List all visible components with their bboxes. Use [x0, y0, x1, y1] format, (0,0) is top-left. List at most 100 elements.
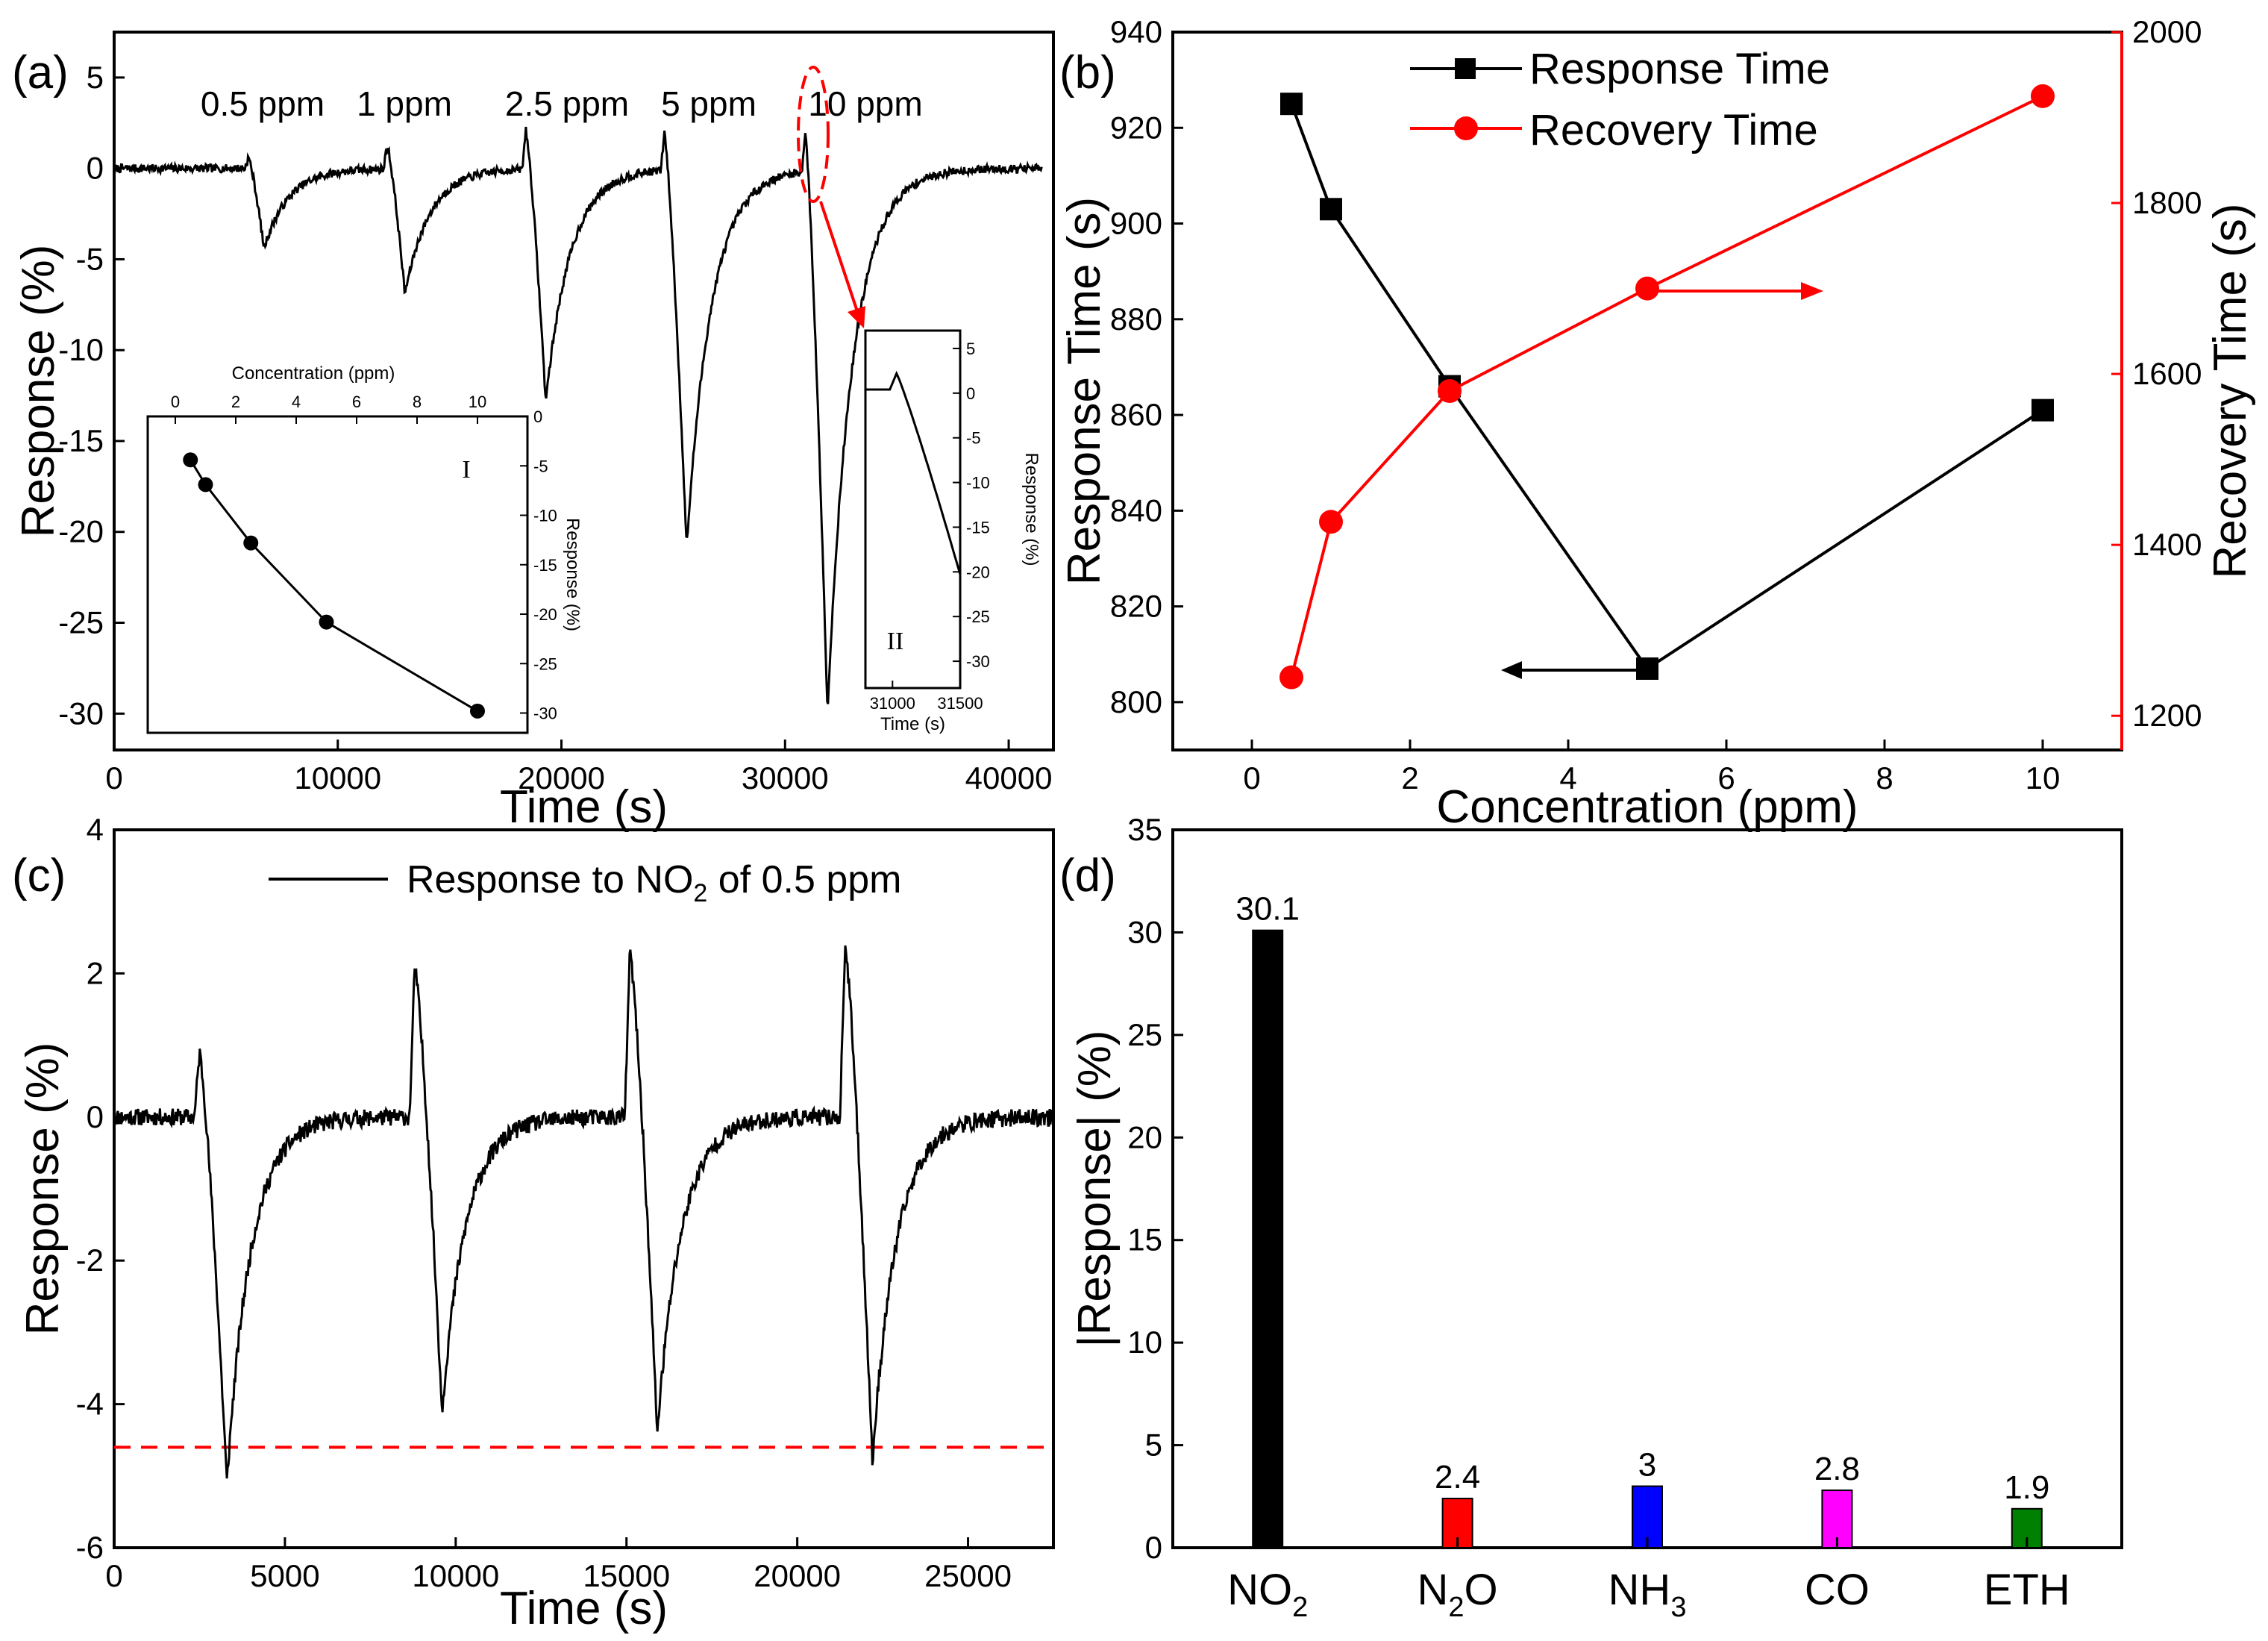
- inset-I-y-tick-label: -30: [533, 704, 557, 723]
- inset-I-label: I: [462, 456, 470, 484]
- inset-II-x-label: Time (s): [880, 714, 945, 734]
- legend-marker: [1454, 116, 1478, 140]
- legend-marker: [1455, 58, 1476, 79]
- y-tick-label: -2: [76, 1243, 104, 1278]
- y-tick-label: 4: [87, 812, 104, 847]
- x-tick-label: 25000: [924, 1558, 1012, 1593]
- bar-value-label: 1.9: [2004, 1469, 2049, 1506]
- y-right-tick-label: 1400: [2132, 527, 2202, 562]
- inset-I-y-tick-label: -25: [533, 654, 557, 673]
- inset-I-y-label: Response (%): [563, 518, 583, 631]
- inset-I-point: [183, 452, 198, 468]
- x-tick-label: 20000: [754, 1558, 841, 1593]
- y-right-tick-label: 1600: [2132, 356, 2202, 391]
- panel-c-frame: [113, 828, 1055, 1549]
- inset-II-frame: [864, 329, 962, 690]
- inset-II-y-tick-label: -15: [966, 518, 990, 537]
- inset-I: 0 2 4 6 8 10 0 -5 -10 -15 -20 -25 -30 Concentration (…: [146, 363, 583, 734]
- y-tick-label: 5: [1145, 1428, 1162, 1463]
- x-tick-label: 10000: [412, 1558, 499, 1593]
- legend: Response Time Recovery Time: [1410, 45, 1830, 154]
- inset-II-x-tick-label: 31000: [870, 694, 915, 713]
- x-tick-label: 40000: [965, 760, 1053, 796]
- inset-II-y-tick-label: -20: [966, 563, 990, 581]
- y-tick-label: 0: [87, 151, 104, 186]
- y-tick-label: 5: [87, 60, 104, 95]
- x-category-label: NH3: [1608, 1566, 1687, 1623]
- panel-c: 0 5000 10000 15000 20000 25000 4 2 0 -2 -4 -6 Time (…: [12, 812, 1055, 1634]
- inset-I-point: [198, 477, 213, 493]
- y-tick-label: 30: [1127, 914, 1162, 949]
- x-category-label: CO: [1805, 1566, 1870, 1614]
- y-tick-label: 940: [1110, 14, 1162, 49]
- legend-label: Recovery Time: [1529, 106, 1818, 154]
- y-tick-label: 10: [1127, 1325, 1162, 1360]
- y-tick-label: 840: [1110, 493, 1162, 528]
- x-tick-label: 4: [1559, 760, 1576, 796]
- y-right-tick-label: 1800: [2132, 185, 2202, 220]
- panel-label: (d): [1059, 850, 1116, 901]
- y-tick-label: -5: [76, 241, 104, 276]
- x-tick-label: 8: [1876, 760, 1893, 796]
- bar-value-label: 30.1: [1235, 891, 1300, 928]
- y-right-tick-label: 2000: [2132, 14, 2202, 49]
- x-tick-label: 0: [105, 760, 122, 796]
- inset-I-x-tick-label: 6: [352, 393, 361, 411]
- bar-value-label: 3: [1638, 1447, 1656, 1484]
- y-tick-label: 0: [87, 1099, 104, 1134]
- y-tick-label: 0: [1145, 1530, 1162, 1565]
- x-tick-label: 2: [1401, 760, 1418, 796]
- panel-a: 0 10000 20000 30000 40000 5 0 -5 -10 -15 -20 -25 -30…: [12, 31, 1055, 833]
- y-tick-label: 25: [1127, 1017, 1162, 1052]
- y-tick-label: -20: [58, 514, 104, 549]
- inset-II: 31000 31500 5 0 -5 -10 -15 -20 -25 -30 Time (s) Res…: [864, 329, 1041, 734]
- inset-I-y-tick-label: -20: [533, 605, 557, 624]
- series-line: [1290, 103, 2044, 671]
- inset-II-y-tick-label: 5: [966, 340, 975, 358]
- x-tick-label: 0: [105, 1558, 122, 1593]
- response-trace: [113, 945, 1055, 1479]
- y-tick-label: 35: [1127, 812, 1162, 847]
- legend-label: Response Time: [1529, 45, 1830, 93]
- y-axis-label: Response Time (s): [1059, 197, 1110, 585]
- recovery-time-point: [1279, 665, 1303, 690]
- inset-II-y-label: Response (%): [1021, 452, 1041, 566]
- right-axis-arrowhead: [1801, 282, 1823, 300]
- recovery-time-point: [1438, 379, 1462, 403]
- x-tick-label: 10000: [294, 760, 381, 796]
- recovery-time-point: [1319, 510, 1343, 534]
- y-tick-label: 900: [1110, 206, 1162, 241]
- inset-I-y-tick-label: -10: [533, 507, 557, 525]
- x-tick-label: 6: [1717, 760, 1735, 796]
- inset-II-x-tick-label: 31500: [937, 694, 983, 713]
- inset-II-y-tick-label: -10: [966, 474, 990, 493]
- inset-II-y-tick-label: -5: [966, 429, 981, 448]
- x-tick-label: 30000: [742, 760, 829, 796]
- inset-I-point: [319, 614, 334, 630]
- x-category-label: N2O: [1418, 1566, 1498, 1623]
- x-category-label: NO2: [1227, 1566, 1308, 1623]
- response-time-point: [1320, 198, 1342, 221]
- y-tick-label: 800: [1110, 684, 1162, 719]
- inset-II-y-tick-label: 0: [966, 384, 975, 403]
- concentration-annotation: 0.5 ppm: [201, 84, 325, 123]
- y-tick-label: 920: [1110, 110, 1162, 145]
- recovery-time-point: [1635, 276, 1659, 301]
- concentration-annotation: 5 ppm: [661, 84, 756, 123]
- concentration-annotation: 1 ppm: [357, 84, 452, 123]
- x-tick-label: 20000: [518, 760, 605, 796]
- y-tick-label: -25: [58, 605, 104, 640]
- inset-I-frame: [146, 415, 529, 734]
- x-tick-label: 10: [2026, 760, 2061, 796]
- y-axis-label: |Response| (%): [1069, 1030, 1121, 1347]
- inset-I-point: [470, 703, 485, 719]
- y-tick-label: 15: [1127, 1222, 1162, 1257]
- y-right-axis-label: Recovery Time (s): [2205, 204, 2256, 579]
- y-right-tick-label: 1200: [2132, 698, 2202, 733]
- highlight-arrowhead: [848, 306, 865, 328]
- y-tick-label: -4: [76, 1387, 104, 1422]
- y-tick-label: 20: [1127, 1119, 1162, 1154]
- recovery-time-point: [2031, 84, 2055, 108]
- panel-a-frame: [113, 31, 1055, 751]
